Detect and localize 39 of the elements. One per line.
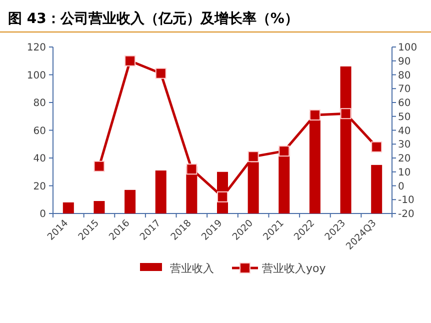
bar <box>124 190 136 214</box>
y-tick-label: 80 <box>33 98 46 109</box>
point <box>371 141 382 152</box>
chart-title: 图 43：公司营业收入（亿元）及增长率（%） <box>8 10 298 27</box>
y-tick-label: 0 <box>40 209 46 220</box>
y2-tick-label: 10 <box>398 167 411 178</box>
point <box>340 108 352 120</box>
bar <box>340 66 352 214</box>
y2-tick-label: 40 <box>398 126 411 137</box>
bar <box>155 170 166 214</box>
y2-tick-label: 80 <box>398 70 411 82</box>
point <box>124 55 136 66</box>
point <box>248 151 259 162</box>
point <box>309 109 320 120</box>
y2-tick-label: 100 <box>398 42 418 54</box>
point <box>155 68 166 79</box>
point <box>278 146 290 157</box>
legend-label: 营业收入yoy <box>262 262 326 275</box>
y2-tick-label: 70 <box>398 84 411 96</box>
y-tick-label: 40 <box>33 154 46 164</box>
y2-tick-label: 90 <box>398 56 411 68</box>
point <box>186 164 198 175</box>
legend-label: 营业收入 <box>170 262 214 275</box>
bar <box>94 201 105 214</box>
y2-tick-label: 30 <box>398 140 411 151</box>
point <box>94 160 105 172</box>
y2-tick-label: -20 <box>398 209 414 220</box>
y-tick-label: 60 <box>33 126 46 137</box>
y2-tick-label: 0 <box>398 181 404 192</box>
y2-tick-label: 50 <box>398 112 411 123</box>
y2-tick-label: 20 <box>398 154 411 164</box>
bar <box>371 164 382 214</box>
y-tick-label: 20 <box>33 181 46 192</box>
bar <box>62 202 74 214</box>
y2-tick-label: -10 <box>398 195 414 206</box>
y-tick-label: 100 <box>26 70 46 82</box>
point <box>217 191 228 202</box>
y-tick-label: 120 <box>26 42 46 54</box>
y2-tick-label: 60 <box>398 98 411 109</box>
